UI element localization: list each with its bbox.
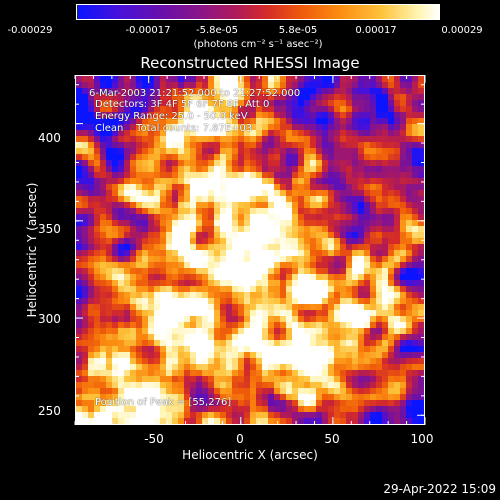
- chart-title: Reconstructed RHESSI Image: [140, 54, 360, 72]
- timestamp: 29-Apr-2022 15:09: [383, 482, 496, 496]
- colorbar-tick-label: 0.00017: [355, 25, 397, 36]
- x-tick-label: 100: [410, 432, 434, 446]
- colorbar-tick-label: -5.8e-05: [196, 25, 238, 36]
- x-tick-label: 0: [236, 432, 244, 446]
- peak-position-text: Position of Peak = [55,276]: [95, 397, 232, 408]
- colorbar-tick-label: -0.00017: [125, 25, 171, 36]
- colorbar-tick-label: -0.00029: [7, 25, 53, 36]
- x-tick-label: 50: [324, 432, 340, 446]
- plot-area: 6-Mar-2003 21:21:52.000 to 21:27:52.000 …: [75, 75, 425, 425]
- y-tick-label: 400: [38, 131, 61, 145]
- y-tick-label: 250: [38, 404, 61, 418]
- clean-counts-text: Clean Total counts: 7.87E+03: [95, 123, 253, 134]
- colorbar-tick-label: 5.8e-05: [278, 25, 318, 36]
- detectors-text: Detectors: 3F 4F 5F 6F 7F 8F, Att 0: [95, 99, 270, 110]
- energy-range-text: Energy Range: 25.0 - 50.0 keV: [95, 111, 248, 122]
- heatmap-image: [76, 76, 424, 424]
- x-tick-label: -50: [144, 432, 164, 446]
- colorbar-unit-label: (photons cm⁻² s⁻¹ asec⁻²): [193, 39, 323, 50]
- colorbar-tick-label: 0.00029: [441, 25, 483, 36]
- x-axis-label: Heliocentric X (arcsec): [182, 448, 318, 462]
- y-axis-label: Heliocentric Y (arcsec): [25, 182, 39, 318]
- y-tick-label: 300: [38, 312, 61, 326]
- y-tick-label: 350: [38, 222, 61, 236]
- colorbar: [76, 4, 440, 20]
- time-range-text: 6-Mar-2003 21:21:52.000 to 21:27:52.000: [89, 88, 301, 99]
